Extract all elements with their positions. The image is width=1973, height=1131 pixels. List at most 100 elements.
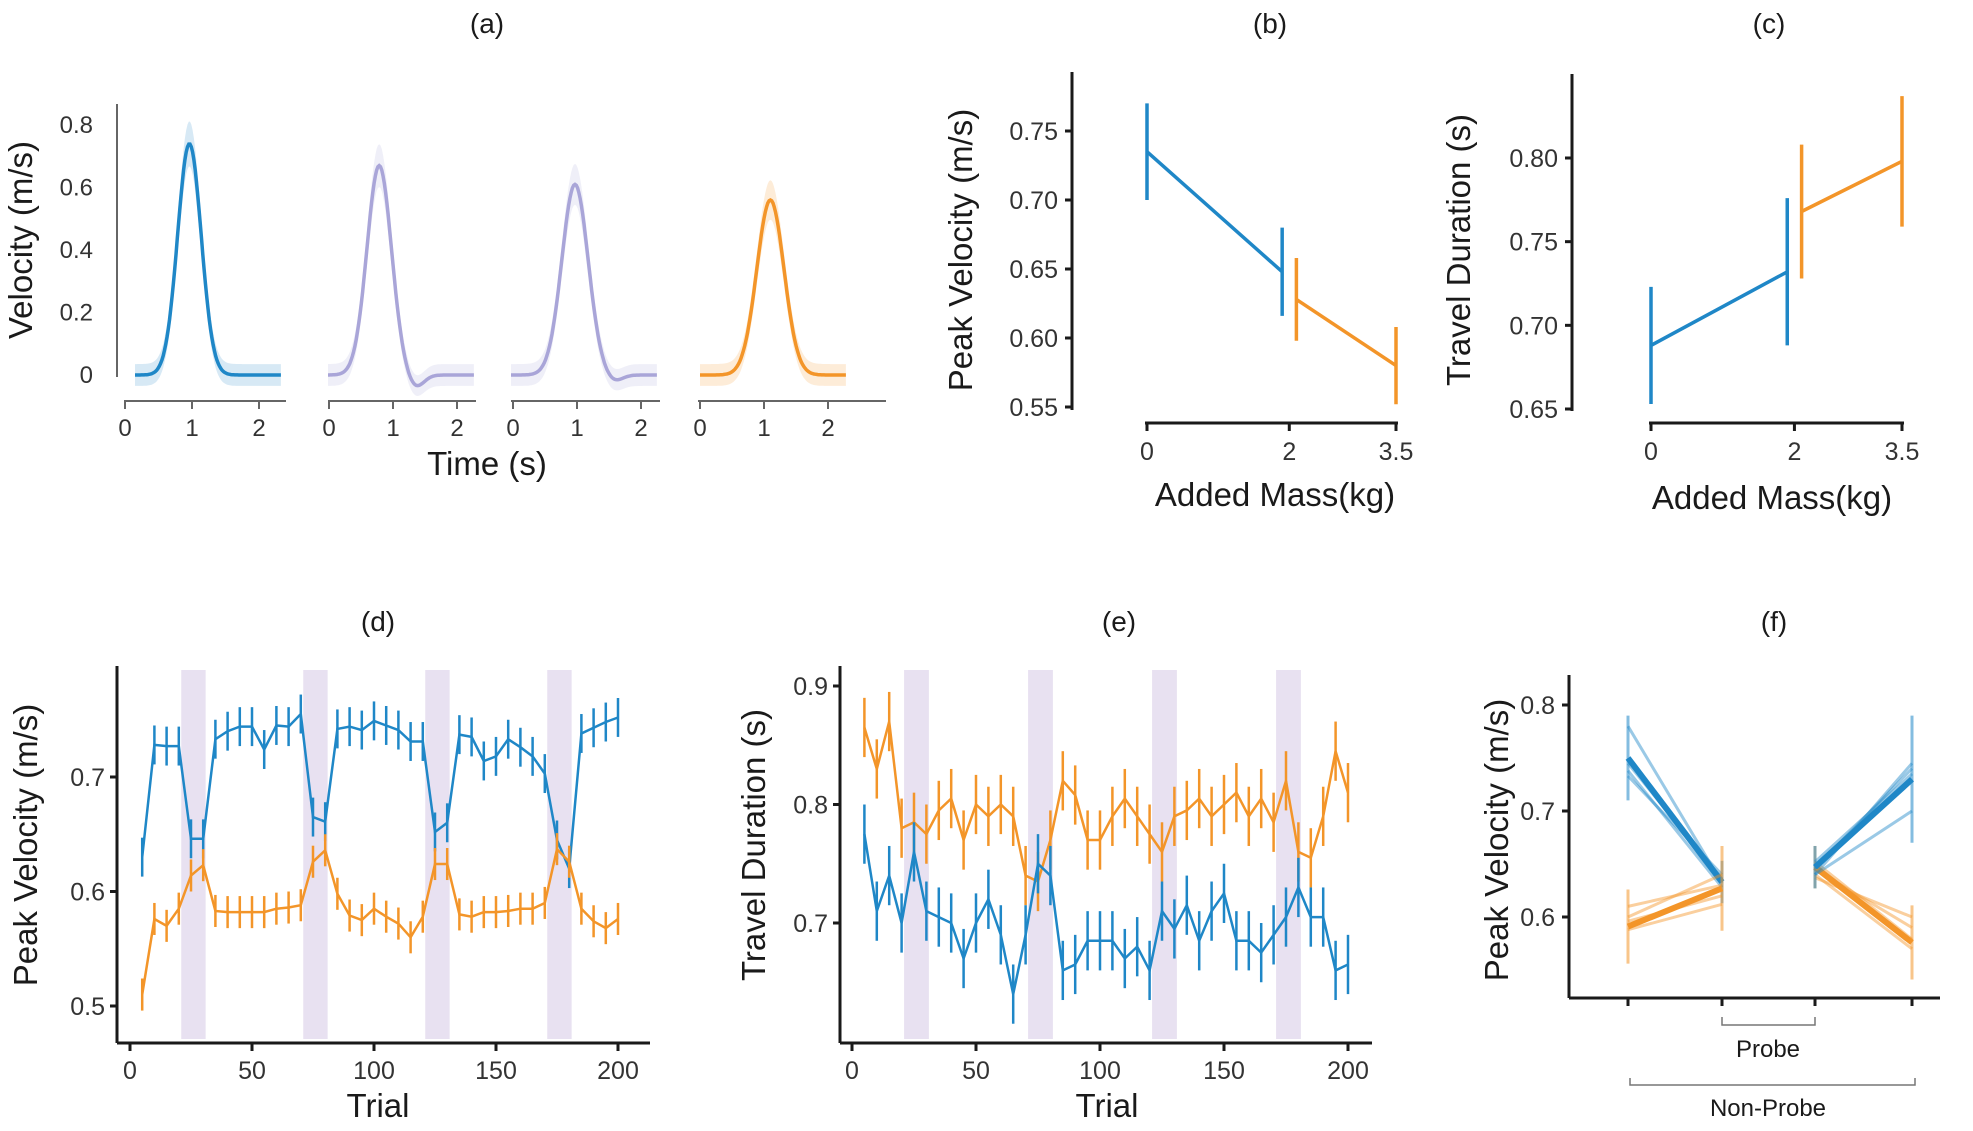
layer-b-xtick-label: 2: [1282, 438, 1296, 466]
layer-d-probe-block: [181, 670, 206, 1039]
panel-f-mean-line: [1626, 885, 1724, 930]
panel-a-xtick-label: 2: [252, 415, 265, 442]
layer-e-probe-block: [904, 670, 929, 1039]
panel-d-plot: 0.5 0.6 0.7 0 50 100 150 200: [70, 666, 650, 1085]
panel-f-ytick-label: 0.6: [1520, 904, 1555, 932]
panel-a-error-band: [135, 121, 281, 386]
panel-a-ytick-label: 0.6: [60, 175, 93, 202]
layer-b-ytick-label: 0.55: [1009, 394, 1058, 422]
panel-b-plot: 0.55 0.60 0.65 0.70 0.75 0 2 3.5: [1009, 72, 1413, 466]
panel-e-title: (e): [1102, 606, 1136, 637]
layer-c-xtick-label: 3.5: [1885, 438, 1920, 466]
probe-label: Probe: [1736, 1036, 1800, 1063]
layer-e-probe-block: [1276, 670, 1301, 1039]
panel-a-ytick-label: 0.8: [60, 112, 93, 139]
layer-b-ytick-label: 0.75: [1009, 118, 1058, 146]
panel-a-xlabel: Time (s): [427, 445, 547, 482]
layer-d-probe-block: [425, 670, 450, 1039]
panel-a-xtick-label: 0: [693, 415, 706, 442]
panel-a-ytick-label: 0: [80, 362, 93, 389]
non-probe-label: Non-Probe: [1710, 1095, 1826, 1122]
layer-d-xtick-label: 0: [123, 1057, 137, 1085]
panel-f-mean-line: [1625, 756, 1725, 884]
panel-a-xtick-label: 0: [322, 415, 335, 442]
panel-a-xtick-label: 2: [450, 415, 463, 442]
panel-f-title: (f): [1761, 606, 1787, 637]
layer-b-ytick-label: 0.65: [1009, 256, 1058, 284]
layer-e-ytick-label: 0.8: [793, 792, 828, 820]
panel-a-velocity-trace: [700, 197, 846, 377]
panel-c-ylabel: Travel Duration (s): [1440, 114, 1477, 386]
panel-f-subject-line: [1626, 769, 1724, 889]
layer-c-xtick-label: 2: [1787, 438, 1801, 466]
panel-b-ylabel: Peak Velocity (m/s): [942, 109, 979, 391]
layer-e-series-line: [863, 721, 1350, 884]
panel-d-xlabel: Trial: [347, 1087, 410, 1124]
layer-b-xtick-label: 3.5: [1379, 438, 1414, 466]
layer-e-series-line: [863, 833, 1349, 995]
layer-d-series-line: [140, 846, 619, 995]
panel-f-probe-bracket: [1721, 1017, 1816, 1026]
panel-b-xlabel: Added Mass(kg): [1155, 476, 1395, 513]
panel-f-subject-line: [1814, 809, 1913, 876]
panel-e-xlabel: Trial: [1076, 1087, 1139, 1124]
layer-e-xtick-label: 100: [1079, 1057, 1121, 1085]
layer-d-xtick-label: 50: [238, 1057, 266, 1085]
layer-c-ytick-label: 0.75: [1509, 229, 1558, 257]
layer-d-xtick-label: 200: [597, 1057, 639, 1085]
panel-a-error-band: [511, 163, 657, 391]
layer-e-probe-block: [1152, 670, 1177, 1039]
layer-c-ytick-label: 0.70: [1509, 312, 1558, 340]
panel-f-mean-line: [1812, 776, 1915, 870]
panel-a-xtick-label: 1: [386, 415, 399, 442]
layer-b-ytick-label: 0.70: [1009, 187, 1058, 215]
layer-d-probe-block: [303, 670, 328, 1039]
panel-a-xtick-label: 1: [185, 415, 198, 442]
layer-c-ytick-label: 0.65: [1509, 396, 1558, 424]
layer-d-xtick-label: 100: [353, 1057, 395, 1085]
panel-d-title: (d): [361, 606, 395, 637]
panel-f-subject-line: [1627, 883, 1723, 908]
layer-e-probe-block: [1028, 670, 1053, 1039]
panel-a-xtick-label: 1: [757, 415, 770, 442]
panel-a-xtick-label: 2: [634, 415, 647, 442]
layer-c-xtick-label: 0: [1644, 438, 1658, 466]
layer-c-series-line: [1650, 270, 1789, 347]
layer-e-xtick-label: 0: [845, 1057, 859, 1085]
panel-f-ytick-label: 0.8: [1520, 692, 1555, 720]
panel-a-velocity-trace: [511, 182, 657, 382]
panel-a-ytick-label: 0.2: [60, 300, 93, 327]
panel-e-ylabel: Travel Duration (s): [735, 709, 772, 981]
panel-f-subject-line: [1813, 772, 1914, 863]
layer-e-xtick-label: 200: [1327, 1057, 1369, 1085]
panel-e-plot: 0.7 0.8 0.9 0 50 100 150 200: [793, 666, 1372, 1085]
panel-f-non-probe-bracket: [1629, 1078, 1916, 1086]
panel-a-xtick-label: 0: [118, 415, 131, 442]
panel-f-subject-line: [1814, 876, 1913, 919]
layer-e-ytick-label: 0.9: [793, 673, 828, 701]
panel-a-xtick-label: 0: [506, 415, 519, 442]
panel-a-title: (a): [470, 8, 504, 39]
panel-f-ylabel: Peak Velocity (m/s): [1478, 699, 1515, 981]
layer-d-probe-block: [547, 670, 572, 1039]
layer-d-ytick-label: 0.6: [70, 879, 105, 907]
layer-b-xtick-label: 0: [1140, 438, 1154, 466]
panel-f-ytick-label: 0.7: [1520, 798, 1555, 826]
layer-e-ytick-label: 0.7: [793, 910, 828, 938]
panel-c-plot: 0.65 0.70 0.75 0.80 0 2 3.5: [1509, 74, 1919, 466]
layer-c-ytick-label: 0.80: [1509, 145, 1558, 173]
panel-a-ytick-label: 0.4: [60, 237, 93, 264]
panel-f-subject-line: [1627, 902, 1723, 932]
panel-d-ylabel: Peak Velocity (m/s): [7, 704, 44, 986]
layer-e-xtick-label: 150: [1203, 1057, 1245, 1085]
panel-f-subject-line: [1627, 873, 1723, 919]
layer-b-series-line: [1295, 297, 1397, 368]
panel-a-velocity-trace: [328, 163, 474, 388]
layer-b-ytick-label: 0.60: [1009, 325, 1058, 353]
panel-a-plot: 0 0.2 0.4 0.6 0.8 0 1 2 0 1 2 0 1 2 0 1 2: [60, 104, 886, 442]
layer-b-series-line: [1145, 150, 1284, 274]
panel-b-title: (b): [1253, 8, 1287, 39]
layer-d-ytick-label: 0.7: [70, 764, 105, 792]
panel-a-velocity-trace: [135, 142, 281, 377]
